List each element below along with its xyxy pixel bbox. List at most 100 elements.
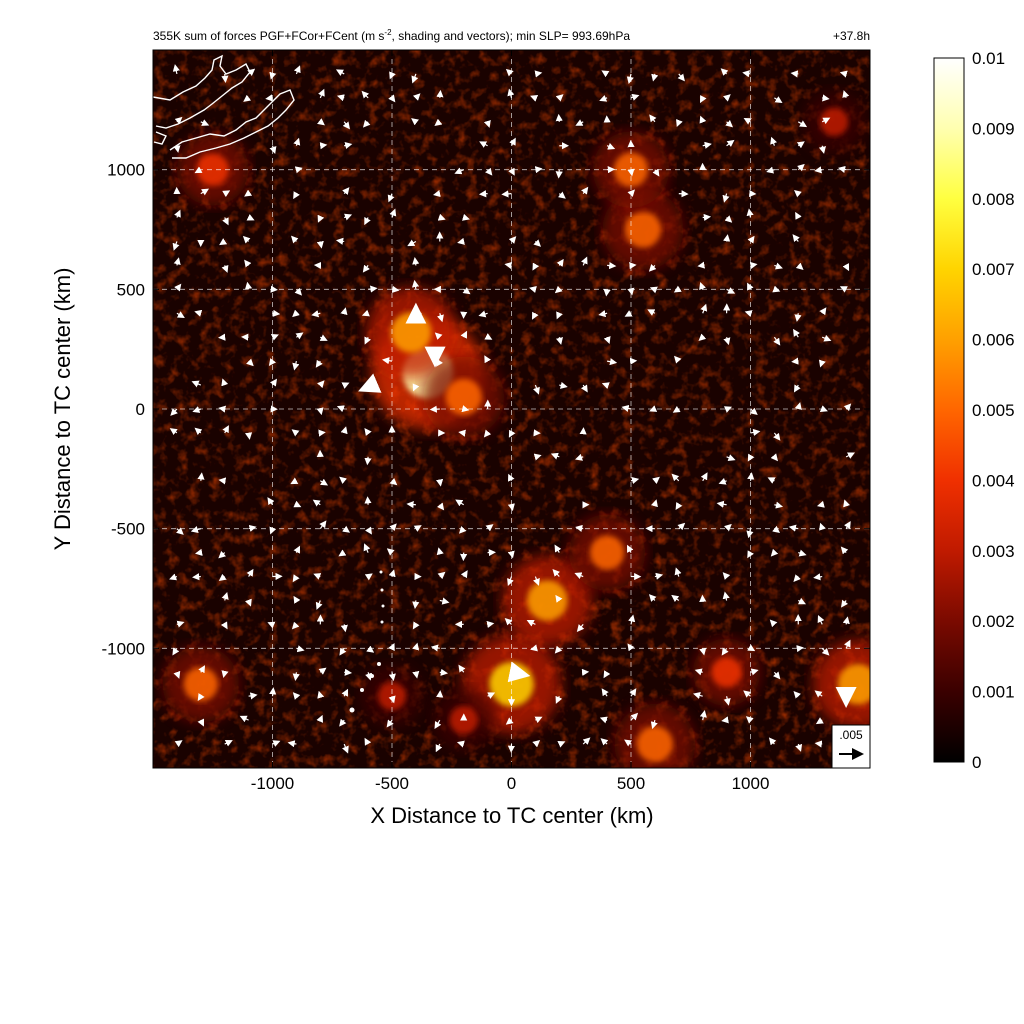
force-vector <box>412 257 420 266</box>
force-vector <box>747 550 754 559</box>
force-vector <box>173 257 181 266</box>
force-vector <box>412 383 420 392</box>
hotspot-core <box>196 153 229 186</box>
force-vector <box>557 740 566 748</box>
force-vector <box>413 525 422 532</box>
force-vector <box>484 333 493 340</box>
force-vector <box>649 114 657 123</box>
x-tick-label: -500 <box>375 774 409 793</box>
force-vector <box>412 600 420 609</box>
force-vector <box>700 95 707 104</box>
force-vector <box>293 545 301 554</box>
x-tick-label: 500 <box>617 774 645 793</box>
force-vector <box>507 473 515 482</box>
force-vector <box>533 576 540 586</box>
force-vector <box>290 235 299 244</box>
force-vector <box>530 644 538 652</box>
force-vector <box>222 217 229 226</box>
force-vector <box>529 286 537 293</box>
force-vector <box>793 328 800 338</box>
force-vector <box>526 620 536 627</box>
force-vector <box>434 719 442 730</box>
colorbar: 0.01 0.009 0.008 0.007 0.006 0.005 0.004 0.003 0… <box>933 49 1015 772</box>
force-vector <box>388 672 396 682</box>
force-vector <box>439 597 450 605</box>
force-vector <box>244 259 252 268</box>
force-vector <box>814 740 823 748</box>
y-tick-label: 1000 <box>107 161 145 180</box>
force-vector <box>293 595 301 604</box>
force-vector <box>648 264 657 272</box>
force-vector <box>312 499 321 507</box>
colorbar-label: 0 <box>972 753 981 772</box>
force-vector <box>386 548 395 556</box>
force-vector <box>411 118 419 126</box>
x-tick-label: 1000 <box>732 774 770 793</box>
force-vector <box>292 672 300 681</box>
force-vector <box>672 405 681 413</box>
force-vector <box>365 526 372 535</box>
force-vector <box>364 737 372 746</box>
force-vector <box>388 643 395 652</box>
force-vector <box>654 572 664 580</box>
force-vector <box>461 405 470 413</box>
force-vector <box>508 236 517 244</box>
force-vector <box>821 117 831 125</box>
force-vector <box>624 310 633 317</box>
force-vector <box>200 188 210 196</box>
force-vector <box>456 740 465 748</box>
force-vector <box>174 740 183 748</box>
force-vector <box>197 472 205 481</box>
force-vector <box>798 549 807 557</box>
force-vector <box>222 190 231 198</box>
force-vector <box>747 282 754 291</box>
force-vector <box>176 527 184 535</box>
force-vector <box>339 647 347 656</box>
force-vector <box>292 360 300 371</box>
force-vector <box>457 237 465 245</box>
force-vector <box>335 69 345 77</box>
force-vector <box>647 309 656 316</box>
force-vector <box>723 696 731 706</box>
force-vector <box>221 378 229 387</box>
island <box>349 707 355 713</box>
force-vector <box>555 94 564 102</box>
force-vector <box>555 169 563 179</box>
force-vector <box>797 597 807 605</box>
force-vector <box>362 264 370 273</box>
force-vector <box>575 524 584 532</box>
force-vector <box>822 94 830 102</box>
force-vector <box>192 406 201 413</box>
colorbar-label: 0.007 <box>972 260 1015 279</box>
y-axis-label: Y Distance to TC center (km) <box>50 268 75 551</box>
force-vector <box>559 381 568 389</box>
force-vector <box>388 695 396 704</box>
force-vector <box>797 163 805 172</box>
force-vector <box>651 73 659 82</box>
force-vector <box>194 427 203 436</box>
force-vector <box>292 692 301 700</box>
force-vector <box>747 235 755 244</box>
force-vector <box>750 668 759 676</box>
force-vector <box>407 239 417 247</box>
force-vector <box>247 68 256 76</box>
force-vector <box>840 546 849 555</box>
force-vector <box>483 429 492 438</box>
force-vector <box>507 576 514 587</box>
force-vector <box>363 543 371 553</box>
force-vector <box>437 571 446 580</box>
force-vector <box>747 644 756 652</box>
force-vector <box>793 690 802 699</box>
force-vector <box>270 333 279 341</box>
force-vector <box>192 573 201 581</box>
force-vector <box>269 71 277 80</box>
force-vector <box>293 500 302 508</box>
force-vector <box>507 503 515 512</box>
force-vector <box>814 166 823 174</box>
force-vector <box>313 573 322 580</box>
force-vector <box>574 572 584 580</box>
force-vector <box>389 477 398 486</box>
colorbar-label: 0.003 <box>972 542 1015 561</box>
force-vector <box>716 500 727 508</box>
